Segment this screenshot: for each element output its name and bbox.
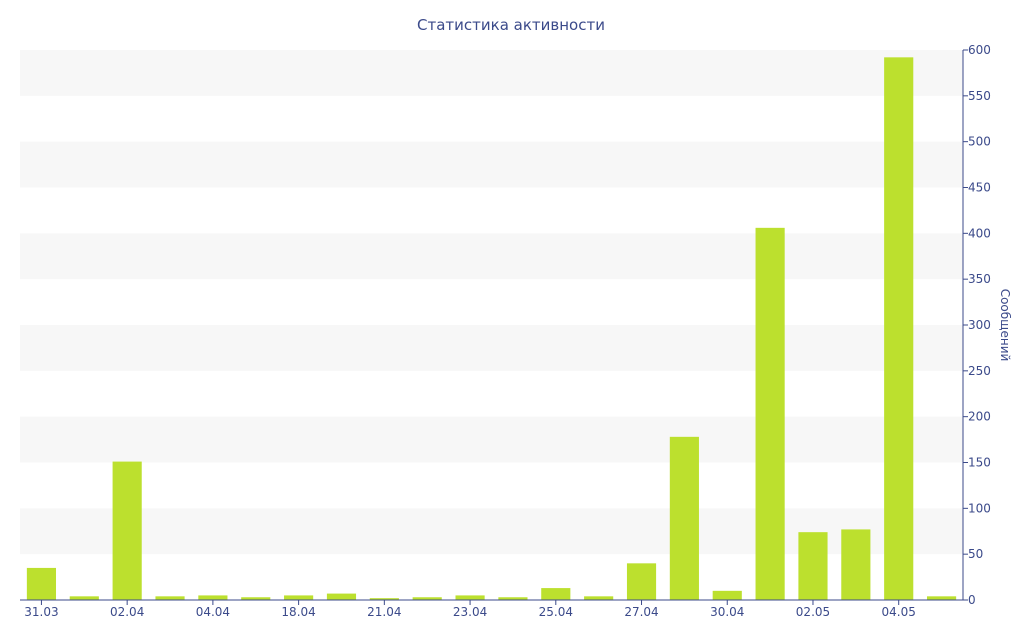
x-axis-ticks: 31.03 02.04 04.04 18.04 21.04 23.04 25.04 27.04… — [24, 600, 916, 619]
y-tick-label: 200 — [968, 410, 991, 424]
grid-band — [20, 233, 963, 280]
y-tick-label: 50 — [968, 547, 983, 561]
bar — [284, 595, 314, 600]
grid-bands — [20, 50, 963, 555]
grid-band — [20, 50, 963, 96]
x-tick-label: 31.03 — [24, 605, 58, 619]
grid-band — [20, 416, 963, 463]
grid-band — [20, 141, 963, 188]
y-tick-label: 500 — [968, 135, 991, 149]
bar — [712, 590, 742, 600]
y-tick-label: 150 — [968, 456, 991, 470]
bar — [584, 596, 614, 600]
x-tick-label: 18.04 — [281, 605, 315, 619]
y-axis-label: Сообщений — [998, 289, 1012, 362]
x-tick-label: 04.05 — [882, 605, 916, 619]
y-axis-ticks: 0 50 100 150 200 250 300 350 400 450 500 550 600 — [963, 43, 991, 607]
bar — [841, 529, 871, 600]
x-tick-label: 23.04 — [453, 605, 487, 619]
bar — [69, 596, 99, 600]
bar — [112, 461, 142, 600]
x-tick-label: 30.04 — [710, 605, 744, 619]
grid-band — [20, 325, 963, 371]
bar — [198, 595, 228, 600]
bar — [26, 567, 57, 600]
bars — [26, 57, 957, 601]
bar — [884, 57, 914, 601]
bar — [241, 597, 271, 600]
bar — [369, 598, 399, 600]
bar — [541, 588, 571, 600]
y-tick-label: 600 — [968, 43, 991, 57]
y-tick-label: 0 — [968, 593, 976, 607]
y-tick-label: 300 — [968, 318, 991, 332]
bar — [412, 597, 442, 600]
y-tick-label: 250 — [968, 364, 991, 378]
x-tick-label: 21.04 — [367, 605, 401, 619]
x-tick-label: 04.04 — [196, 605, 230, 619]
bar — [798, 532, 828, 600]
x-tick-label: 27.04 — [624, 605, 658, 619]
x-tick-label: 02.04 — [110, 605, 144, 619]
y-tick-label: 450 — [968, 181, 991, 195]
bar — [326, 593, 357, 600]
x-tick-label: 02.05 — [796, 605, 830, 619]
bar — [498, 597, 528, 600]
bar — [926, 596, 957, 600]
x-tick-label: 25.04 — [539, 605, 573, 619]
y-tick-label: 550 — [968, 89, 991, 103]
bar — [455, 595, 485, 600]
y-tick-label: 400 — [968, 226, 991, 240]
bar — [669, 436, 699, 600]
bar — [755, 227, 785, 601]
chart-title: Статистика активности — [417, 16, 605, 34]
bar — [155, 596, 185, 600]
y-tick-label: 350 — [968, 272, 991, 286]
y-tick-label: 100 — [968, 501, 991, 515]
bar — [626, 563, 657, 600]
